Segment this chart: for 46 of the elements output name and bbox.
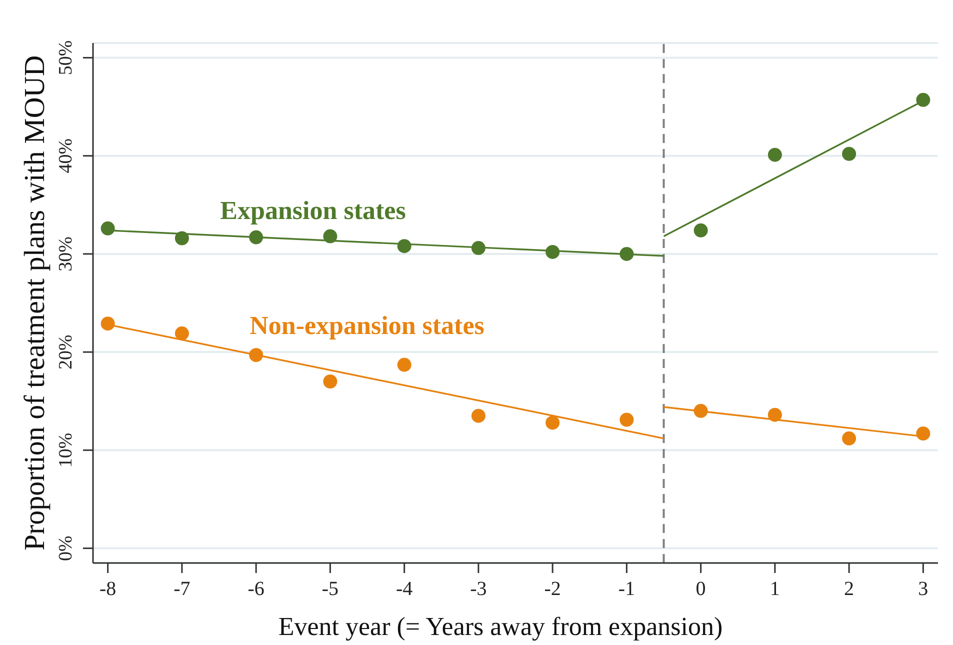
x-tick-label: -8 bbox=[99, 578, 116, 600]
x-tick-label: -6 bbox=[248, 578, 264, 600]
point bbox=[916, 426, 930, 440]
point bbox=[842, 431, 856, 446]
x-tick-label: -3 bbox=[470, 578, 487, 600]
point bbox=[620, 246, 634, 261]
y-tick-label: 30% bbox=[56, 236, 77, 272]
point bbox=[546, 416, 560, 430]
point bbox=[397, 239, 412, 254]
point bbox=[471, 408, 486, 423]
point bbox=[249, 348, 264, 362]
point bbox=[471, 241, 486, 256]
point bbox=[323, 229, 338, 244]
point bbox=[916, 92, 930, 107]
y-tick-label: 40% bbox=[56, 138, 77, 174]
point bbox=[768, 408, 782, 422]
point bbox=[174, 231, 189, 246]
point bbox=[620, 412, 634, 427]
point bbox=[323, 374, 338, 388]
x-tick-label: -5 bbox=[322, 578, 339, 600]
y-tick-label: 10% bbox=[56, 432, 77, 468]
x-tick-label: -7 bbox=[174, 578, 190, 600]
x-tick-label: -2 bbox=[544, 578, 561, 600]
point bbox=[174, 326, 189, 340]
point bbox=[100, 316, 115, 331]
y-tick-label: 20% bbox=[56, 334, 77, 370]
y-tick-label: 0% bbox=[56, 535, 77, 561]
x-tick-label: 0 bbox=[696, 578, 706, 600]
point bbox=[842, 146, 856, 161]
y-tick-label: 50% bbox=[56, 40, 77, 76]
y-axis-title: Proportion of treatment plans with MOUD bbox=[19, 55, 52, 551]
point bbox=[249, 230, 264, 244]
point bbox=[546, 244, 560, 259]
x-tick-label: 1 bbox=[770, 578, 780, 600]
series-label: Non-expansion states bbox=[250, 311, 484, 340]
x-tick-label: 3 bbox=[918, 578, 928, 600]
x-tick-label: -4 bbox=[396, 578, 413, 600]
point bbox=[397, 358, 412, 372]
point bbox=[694, 404, 708, 418]
point bbox=[694, 223, 708, 238]
x-tick-label: 2 bbox=[844, 578, 854, 600]
series-label: Expansion states bbox=[220, 196, 406, 226]
x-tick-label: -1 bbox=[618, 578, 636, 600]
point bbox=[100, 221, 115, 236]
point bbox=[768, 148, 782, 162]
x-axis-title: Event year (= Years away from expansion) bbox=[278, 612, 723, 641]
